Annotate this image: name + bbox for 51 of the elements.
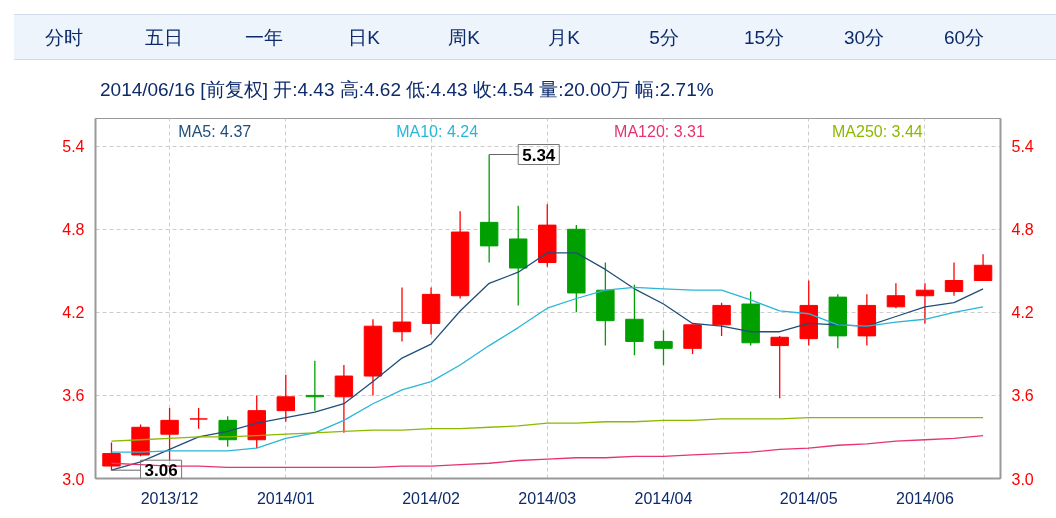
text: 周K xyxy=(447,26,481,50)
annotation: 5.34 xyxy=(522,145,556,165)
text: 60分 xyxy=(942,26,986,50)
text: 一年 xyxy=(244,26,284,50)
x-tick-label: 2014/06 xyxy=(896,489,954,507)
y-tick-label: 3.0 xyxy=(62,470,85,488)
candlestick xyxy=(654,329,673,366)
candlestick xyxy=(770,335,789,399)
text: 五日 xyxy=(144,26,184,50)
candlestick xyxy=(479,153,499,264)
x-tick-label: 2013/12 xyxy=(140,489,199,507)
candlestick xyxy=(160,407,179,462)
text: 30分 xyxy=(842,26,886,50)
text: 日K xyxy=(347,26,381,50)
candlestick xyxy=(102,441,121,471)
x-tick-label: 2014/03 xyxy=(518,489,577,507)
text: MA120: 3.31 xyxy=(614,122,705,140)
candlestick xyxy=(712,302,731,337)
y-tick-label: 4.8 xyxy=(62,221,85,239)
y2-tick-label: 3.0 xyxy=(1011,470,1034,488)
x-tick-label: 2014/04 xyxy=(634,489,693,507)
text: MA250: 3.44 xyxy=(831,122,923,140)
x-tick-label: 2014/05 xyxy=(779,489,838,507)
candlestick xyxy=(973,253,993,282)
y-tick-label: 5.4 xyxy=(62,138,85,156)
line-series xyxy=(110,416,984,442)
text: MA5: 4.37 xyxy=(178,122,252,140)
candlestick xyxy=(886,282,906,309)
candlestick xyxy=(915,282,935,325)
text: 分时 xyxy=(44,26,84,50)
candlestick xyxy=(683,324,702,355)
annotation: 3.06 xyxy=(144,461,178,481)
candlestick xyxy=(944,261,964,297)
y2-tick-label: 4.8 xyxy=(1011,221,1034,239)
text: 5分 xyxy=(648,26,680,50)
chart-subtitle: 2014/06/16 [前复权] 开:4.43 高:4.62 低:4.43 收:4.54 量:20.00万 幅:2.71% xyxy=(99,78,714,102)
candlestick xyxy=(625,284,644,356)
y-tick-label: 3.6 xyxy=(62,387,85,405)
candlestick xyxy=(189,407,208,430)
candlestick xyxy=(392,286,412,343)
y2-tick-label: 5.4 xyxy=(1011,138,1034,156)
y2-tick-label: 4.2 xyxy=(1011,304,1034,322)
y2-tick-label: 3.6 xyxy=(1011,387,1034,405)
x-tick-label: 2014/01 xyxy=(256,489,315,507)
text: 15分 xyxy=(742,26,786,50)
y-tick-label: 4.2 xyxy=(62,304,85,322)
x-tick-label: 2014/02 xyxy=(402,489,461,507)
text: MA10: 4.24 xyxy=(396,122,479,140)
text: 月K xyxy=(547,26,581,50)
candlestick xyxy=(276,374,296,423)
candlestick xyxy=(334,364,354,434)
